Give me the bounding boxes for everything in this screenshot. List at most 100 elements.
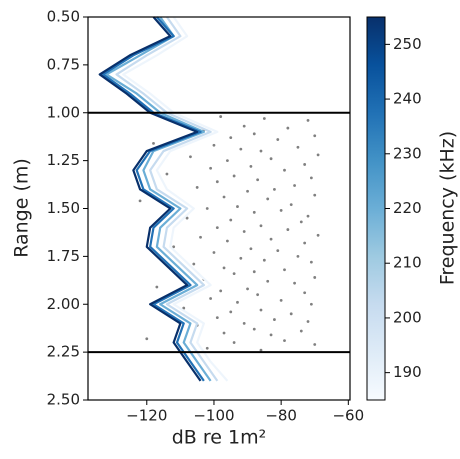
scatter-point <box>236 205 239 208</box>
scatter-point <box>269 333 273 337</box>
scatter-point <box>242 230 246 233</box>
colorbar-tick-label: 190 <box>393 363 422 381</box>
y-axis-label: Range (m) <box>11 158 33 258</box>
scatter-point <box>155 285 159 289</box>
scatter-point <box>242 124 246 128</box>
scatter-point <box>306 320 310 323</box>
scatter-point <box>212 143 216 147</box>
scatter-point <box>252 132 256 136</box>
scatter-point <box>219 289 223 293</box>
colorbar-tick-label: 230 <box>393 144 422 162</box>
scatter-point <box>145 337 149 341</box>
scatter-point <box>249 164 253 168</box>
scatter-point <box>309 260 313 264</box>
scatter-point <box>182 306 186 310</box>
scatter-point <box>266 279 270 283</box>
y-tick-label: 1.75 <box>47 247 80 265</box>
scatter-point <box>205 346 209 350</box>
scatter-point <box>269 157 273 161</box>
scatter-point <box>192 262 196 266</box>
scatter-point <box>313 193 317 197</box>
scatter-point <box>246 287 249 291</box>
scatter-point <box>225 239 229 243</box>
scatter-point <box>303 291 307 295</box>
y-tick-label: 2.00 <box>47 295 80 313</box>
scatter-point <box>185 216 189 220</box>
scatter-point <box>286 228 290 231</box>
scatter-point <box>138 199 142 203</box>
scatter-point <box>283 168 286 172</box>
colorbar-tick-label: 250 <box>393 35 422 53</box>
scatter-point <box>313 134 317 138</box>
plot-area <box>88 16 350 382</box>
scatter-point <box>246 189 249 193</box>
scatter-point <box>195 186 199 189</box>
scatter-point <box>225 159 229 163</box>
scatter-point <box>276 138 280 141</box>
scatter-point <box>273 187 276 191</box>
scatter-point <box>259 149 263 153</box>
scatter-point <box>259 308 263 312</box>
scatter-point <box>269 237 273 241</box>
scatter-point <box>279 299 283 302</box>
scatter-point <box>222 195 226 199</box>
scatter-point <box>309 302 313 306</box>
y-tick-label: 2.50 <box>47 391 80 409</box>
scatter-point <box>259 348 263 352</box>
scatter-point <box>296 145 300 149</box>
scatter-point <box>205 207 209 210</box>
scatter-point <box>172 245 176 249</box>
y-tick-label: 0.75 <box>47 55 80 73</box>
scatter-point <box>293 184 296 187</box>
frequency-line <box>115 16 219 382</box>
scatter-point <box>303 241 307 245</box>
colorbar-tick-label: 240 <box>393 90 422 108</box>
x-tick-label: −120 <box>126 407 167 425</box>
scatter-point <box>212 251 216 254</box>
plot-frame <box>87 16 351 401</box>
scatter-point <box>306 214 310 218</box>
scatter-point <box>229 218 233 222</box>
colorbar-label: Frequency (kHz) <box>437 131 459 285</box>
scatter-point <box>256 293 260 297</box>
scatter-point <box>306 119 310 122</box>
scatter-point <box>276 249 280 253</box>
scatter-point <box>293 281 296 285</box>
y-tick-label: 1.50 <box>47 199 80 217</box>
scatter-point <box>316 233 320 237</box>
scatter-point <box>283 268 286 272</box>
colorbar-tick-label: 220 <box>393 199 422 217</box>
scatter-point <box>236 300 239 304</box>
scatter-point <box>215 180 219 184</box>
scatter-point <box>239 147 243 151</box>
colorbar-tick-label: 210 <box>393 254 422 272</box>
scatter-point <box>303 163 307 166</box>
scatter-point <box>189 155 192 159</box>
scatter-point <box>242 322 246 325</box>
scatter-point <box>279 209 283 212</box>
colorbar-tick-label: 200 <box>393 308 422 326</box>
scatter-point <box>289 312 293 316</box>
scatter-point <box>252 210 256 214</box>
scatter-point <box>309 176 313 180</box>
scatter-point <box>232 174 236 178</box>
scatter-point <box>252 270 256 274</box>
x-axis-label: dB re 1m² <box>172 427 266 449</box>
scatter-point <box>222 331 226 335</box>
scatter-point <box>286 126 290 130</box>
y-tick-label: 0.50 <box>47 8 80 26</box>
scatter-point <box>252 327 256 331</box>
scatter-point <box>259 224 263 228</box>
scatter-point <box>229 310 233 314</box>
scatter-point <box>296 254 300 258</box>
scatter-point <box>273 318 276 321</box>
frequency-line <box>98 16 202 382</box>
scatter-point <box>232 341 236 344</box>
x-tick-label: −80 <box>265 407 297 425</box>
scatter-point <box>209 297 213 300</box>
scatter-point <box>299 220 303 224</box>
scatter-point <box>256 178 260 182</box>
scatter-point <box>283 339 286 343</box>
scatter-point <box>239 256 243 260</box>
